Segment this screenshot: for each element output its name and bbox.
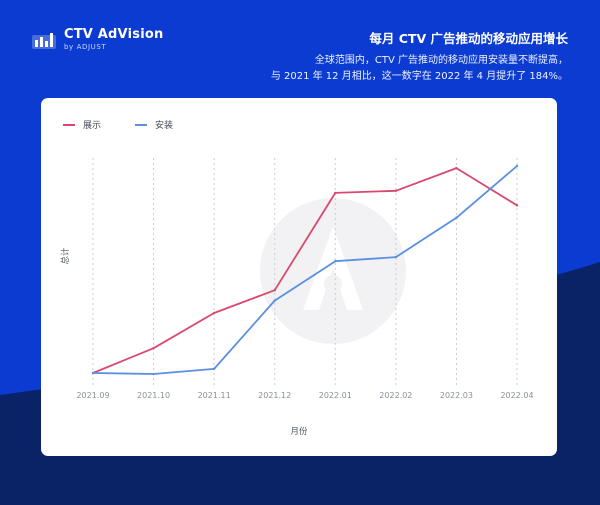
data-point (515, 204, 519, 207)
x-tick-label: 2021.11 (198, 391, 231, 400)
data-point (273, 299, 276, 302)
legend: 展示 安装 (63, 119, 173, 131)
headline: 每月 CTV 广告推动的移动应用增长 全球范围内，CTV 广告推动的移动应用安装… (238, 28, 568, 84)
brand-byline: by ADJUST (64, 43, 107, 51)
headline-title: 每月 CTV 广告推动的移动应用增长 (369, 31, 568, 46)
headline-subtitle-line-2: 与 2021 年 12 月相比，这一数字在 2022 年 4 月提升了 184%… (270, 70, 568, 82)
series-line-1 (92, 167, 518, 374)
x-tick-label: 2022.01 (319, 391, 352, 400)
data-point (152, 372, 155, 376)
brand: CTV AdVision by ADJUST (32, 28, 163, 51)
data-point (273, 289, 276, 292)
line-chart: 2021.09 2021.10 2021.11 2021.12 2022.01 2022.… (60, 119, 534, 437)
legend-label-1: 展示 (83, 120, 101, 131)
chart-card: 2021.09 2021.10 2021.11 2021.12 2022.01 2022.… (41, 98, 557, 456)
series-line-2 (92, 165, 518, 375)
data-point (455, 166, 458, 170)
data-point (455, 216, 458, 219)
x-tick-label: 2022.04 (500, 391, 533, 400)
y-axis-label: 总计 (60, 247, 71, 265)
headline-subtitle-line-1: 全球范围内，CTV 广告推动的移动应用安装量不断提高， (314, 55, 568, 66)
series-layer (91, 164, 519, 376)
legend-label-2: 安装 (155, 119, 173, 131)
adjust-watermark-icon (260, 198, 406, 344)
data-point (212, 367, 216, 371)
data-point (394, 189, 398, 193)
brand-name: CTV AdVision (64, 27, 164, 42)
x-tick-label: 2021.09 (76, 391, 109, 400)
data-point (152, 346, 155, 350)
x-tick-label: 2021.10 (137, 391, 170, 400)
data-point (334, 191, 337, 195)
data-point (212, 311, 216, 315)
x-axis-label: 月份 (290, 426, 308, 437)
data-point (394, 255, 398, 259)
x-tick-label: 2022.03 (440, 391, 473, 400)
data-point (515, 164, 519, 168)
x-tick-label: 2021.12 (258, 391, 291, 400)
data-point (91, 371, 95, 375)
x-tick-label: 2022.02 (379, 391, 412, 400)
data-point (334, 260, 337, 263)
x-tick-labels: 2021.09 2021.10 2021.11 2021.12 2022.01 2022.… (76, 391, 533, 400)
advision-logo-icon (32, 32, 56, 49)
